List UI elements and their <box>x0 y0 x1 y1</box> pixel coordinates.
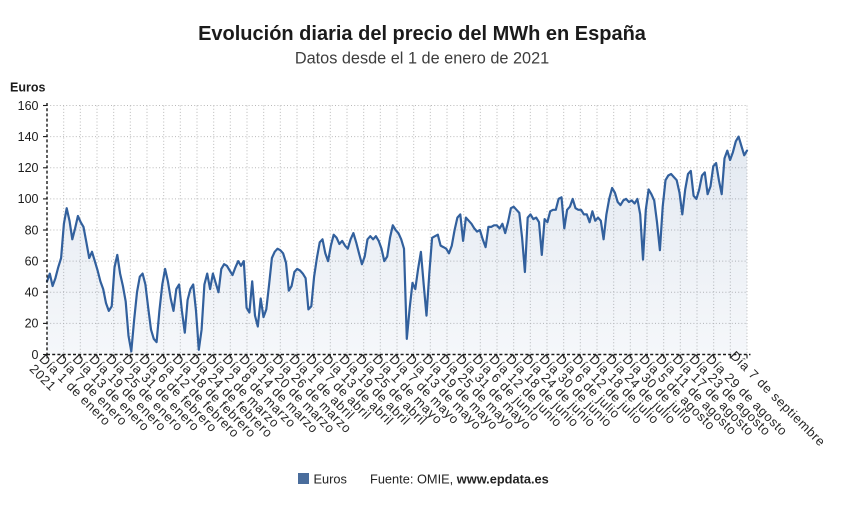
svg-text:140: 140 <box>18 130 39 144</box>
svg-text:60: 60 <box>25 254 39 268</box>
svg-text:Evolución diaria del precio de: Evolución diaria del precio del MWh en E… <box>198 23 647 45</box>
svg-text:Euros: Euros <box>314 472 347 487</box>
svg-text:100: 100 <box>18 192 39 206</box>
svg-text:160: 160 <box>18 99 39 113</box>
svg-text:Euros: Euros <box>10 81 45 95</box>
svg-text:Datos desde el 1 de enero de 2: Datos desde el 1 de enero de 2021 <box>295 50 549 68</box>
svg-text:120: 120 <box>18 161 39 175</box>
svg-text:Fuente: OMIE, www.epdata.es: Fuente: OMIE, www.epdata.es <box>370 472 549 487</box>
svg-text:80: 80 <box>25 223 39 237</box>
svg-text:20: 20 <box>25 317 39 331</box>
svg-text:40: 40 <box>25 286 39 300</box>
svg-text:0: 0 <box>32 348 39 362</box>
